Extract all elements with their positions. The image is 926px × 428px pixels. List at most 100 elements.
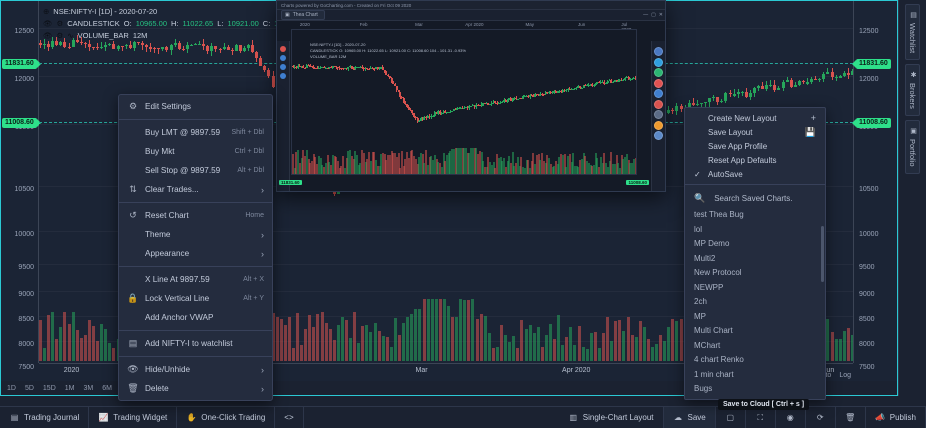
context-menu-item-theme[interactable]: Theme › <box>119 225 272 244</box>
palette-dot-8[interactable] <box>654 131 663 140</box>
saved-charts-scrollbar[interactable] <box>821 226 824 282</box>
layout-menu-item-create-new-layout[interactable]: Create New Layout + <box>685 111 825 125</box>
bottom-left-group[interactable]: ▤ Trading Journal 📈 Trading Widget ✋ One-Clic… <box>0 406 304 428</box>
layout-menu-item-autosave[interactable]: ✓ AutoSave <box>685 167 825 181</box>
context-menu-item-clear-trades[interactable]: ⇅ Clear Trades... › <box>119 180 272 199</box>
saved-chart-item[interactable]: New Protocol <box>694 268 742 277</box>
maximize-icon[interactable]: ▢ <box>651 12 656 18</box>
side-tab-brokers[interactable]: ✱ Brokers <box>905 64 920 116</box>
context-menu-item-lock-vertical-line[interactable]: 🔒 Lock Vertical Line Alt + Y <box>119 289 272 308</box>
search-input[interactable]: Search Saved Charts. <box>714 193 793 203</box>
context-menu-item-delete[interactable]: 🗑 Delete › <box>119 379 272 398</box>
gear-icon[interactable]: ⚙ <box>56 18 64 28</box>
saved-chart-item[interactable]: Bugs <box>694 384 713 393</box>
palette-dot-2[interactable] <box>654 68 663 77</box>
bottom-right-group[interactable]: ▥ Single-Chart Layout ☁ Save ▢ ⛶ ◉ ⟳ 🗑 📣 Publish <box>559 406 926 428</box>
right-side-tabs[interactable]: ▤ Watchlist ✱ Brokers ▣ Portfolio <box>898 0 926 396</box>
shape-tool-icon[interactable] <box>280 73 286 79</box>
bottom-item-[interactable]: <> <box>275 406 304 428</box>
layout-menu-item-reset-app-defaults[interactable]: Reset App Defaults <box>685 153 825 167</box>
context-menu-item-appearance[interactable]: Appearance › <box>119 244 272 263</box>
context-menu-item-add-nifty-i-to-watchlist[interactable]: ▤ Add NIFTY-I to watchlist <box>119 334 272 353</box>
saved-chart-item[interactable]: lol <box>694 224 703 234</box>
record-icon[interactable] <box>280 46 286 52</box>
minimize-icon[interactable]: — <box>643 12 649 18</box>
bottom-action-fullscreen-icon[interactable]: ⛶ <box>746 406 776 428</box>
bottom-item-trading-journal[interactable]: ▤ Trading Journal <box>0 406 90 428</box>
interval-6m[interactable]: 6M <box>102 384 112 392</box>
saved-chart-item[interactable]: 4 chart Renko <box>694 355 744 364</box>
interval-15d[interactable]: 15D <box>42 384 56 392</box>
saved-chart-item[interactable]: MP <box>694 311 706 321</box>
bottom-action-single-chart-layout[interactable]: ▥ Single-Chart Layout <box>559 406 664 428</box>
bottom-action-trash-icon[interactable]: 🗑 <box>836 406 866 428</box>
bottom-action-publish[interactable]: 📣 Publish <box>866 406 926 428</box>
context-menu-item-edit-settings[interactable]: ⚙ Edit Settings <box>119 97 272 116</box>
search-saved-charts-row[interactable]: 🔍 Search Saved Charts. <box>685 188 825 208</box>
tab-thea-chart[interactable]: ▣ Thea Chart <box>281 10 325 20</box>
floating-left-toolbar[interactable] <box>277 41 290 191</box>
saved-chart-item[interactable]: MP Demo <box>694 239 730 248</box>
volume-bar <box>349 150 352 174</box>
cursor-icon[interactable] <box>280 55 286 61</box>
context-menu-item-buy-lmt-9897-59[interactable]: Buy LMT @ 9897.59 Shift + Dbl <box>119 123 272 142</box>
layout-menu-item-save-layout[interactable]: Save Layout 💾 <box>685 125 825 139</box>
volume-bar <box>490 164 493 174</box>
interval-1m[interactable]: 1M <box>64 384 75 392</box>
close-icon[interactable]: ✕ <box>658 12 663 18</box>
saved-chart-item[interactable]: MChart <box>694 340 721 350</box>
context-menu-item-hide-unhide[interactable]: 👁 Hide/Unhide › <box>119 360 272 379</box>
side-tab-portfolio[interactable]: ▣ Portfolio <box>905 120 920 174</box>
eye-icon[interactable]: 👁 <box>43 30 53 40</box>
bottom-item-one-click-trading[interactable]: ✋ One-Click Trading <box>177 406 276 428</box>
plus-icon[interactable]: + <box>810 113 816 123</box>
gear-icon[interactable]: ⚙ <box>56 30 64 40</box>
floating-right-toolbar[interactable] <box>651 41 665 191</box>
interval-5d[interactable]: 5D <box>24 384 34 392</box>
saved-chart-item[interactable]: test Thea Bug <box>694 210 744 219</box>
bottom-item-trading-widget[interactable]: 📈 Trading Widget <box>89 406 178 428</box>
price-axis-right[interactable]: 1250012000115001050010000950090008500800… <box>852 1 897 371</box>
eye-icon[interactable]: 👁 <box>43 18 53 28</box>
palette-dot-4[interactable] <box>654 89 663 98</box>
saved-chart-item[interactable]: Multi Chart <box>694 326 733 335</box>
palette-dot-6[interactable] <box>654 110 663 119</box>
palette-dot-1[interactable] <box>654 57 663 67</box>
interval-3m[interactable]: 3M <box>83 384 94 392</box>
context-menu-item-reset-chart[interactable]: ↺ Reset Chart Home <box>119 206 272 225</box>
saved-charts-list[interactable]: test Thea Bug lol MP Demo Multi2 New Protoco… <box>685 208 825 397</box>
floppy-icon[interactable]: 💾 <box>804 126 816 137</box>
floating-window-buttons[interactable]: — ▢ ✕ <box>643 12 663 18</box>
context-menu-item-buy-mkt[interactable]: Buy Mkt Ctrl + Dbl <box>119 142 272 161</box>
palette-dot-3[interactable] <box>654 78 663 88</box>
log-scale-button[interactable]: Log <box>839 371 851 379</box>
floating-chart-window[interactable]: Charts powered by GoCharting.com - Creat… <box>276 0 666 192</box>
bottom-action-refresh-icon[interactable]: ⟳ <box>806 406 836 428</box>
candle-body <box>842 73 846 77</box>
bottom-action-square-icon[interactable]: ▢ <box>716 406 746 428</box>
line-tool-icon[interactable] <box>280 64 286 70</box>
saved-chart-item[interactable]: 1 min chart <box>694 369 734 379</box>
layout-menu-item-save-app-profile[interactable]: Save App Profile <box>685 139 825 153</box>
palette-dot-0[interactable] <box>654 47 663 56</box>
side-tab-watchlist[interactable]: ▤ Watchlist <box>905 4 920 61</box>
saved-chart-item[interactable]: 2ch <box>694 297 707 306</box>
bottom-action-globe-icon[interactable]: ◉ <box>776 406 806 428</box>
palette-dot-7[interactable] <box>654 120 663 130</box>
context-menu-item-add-anchor-vwap[interactable]: Add Anchor VWAP <box>119 308 272 327</box>
interval-1d[interactable]: 1D <box>7 384 16 392</box>
floating-window-tabbar[interactable]: ▣ Thea Chart <box>277 10 665 21</box>
saved-chart-item[interactable]: NEWPP <box>694 282 724 292</box>
bottom-action-save[interactable]: ☁ Save <box>663 406 716 428</box>
context-menu-item-sell-stop-9897-59[interactable]: Sell Stop @ 9897.59 Alt + Dbl <box>119 161 272 180</box>
price-axis-left[interactable]: 1250012000115001050010000950090008500800… <box>1 1 41 371</box>
search-icon[interactable]: ⊕ <box>43 6 50 16</box>
wave-icon: ∿ <box>67 30 74 40</box>
bottom-toolbar[interactable]: ▤ Trading Journal 📈 Trading Widget ✋ One-Clic… <box>0 406 926 428</box>
floating-price-plot[interactable]: NSE:NIFTY-I [1D] - 2020-07-20 CANDLESTIC… <box>291 29 637 175</box>
chart-context-menu[interactable]: ⚙ Edit Settings Buy LMT @ 9897.59 Shift + D… <box>118 94 273 401</box>
layout-menu[interactable]: Create New Layout + Save Layout 💾 Save App P… <box>684 107 826 400</box>
palette-dot-5[interactable] <box>654 99 663 109</box>
saved-chart-item[interactable]: Multi2 <box>694 253 716 263</box>
context-menu-item-x-line-at-9897-59[interactable]: X Line At 9897.59 Alt + X <box>119 270 272 289</box>
